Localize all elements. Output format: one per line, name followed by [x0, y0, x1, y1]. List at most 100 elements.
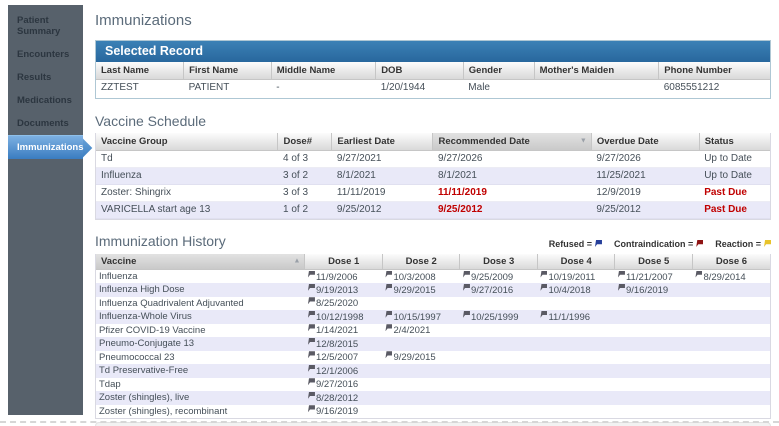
history-cell-dose-6: [692, 405, 770, 419]
history-cell-dose-2: 10/15/1997: [382, 310, 460, 324]
sidebar-item-medications[interactable]: Medications: [8, 89, 83, 112]
history-row-influenza-high-dose[interactable]: Influenza High Dose 9/19/2013 9/29/2015 9/2…: [96, 283, 770, 297]
dose-flag-icon: [307, 297, 315, 305]
history-row-influenza[interactable]: Influenza 11/9/2006 10/3/2008 9/25/2009 10/1…: [96, 270, 770, 284]
dose-flag-icon: [462, 270, 470, 278]
sidebar-item-results[interactable]: Results: [8, 66, 83, 89]
immunization-history-title: Immunization History: [95, 232, 226, 249]
history-cell-dose-3: [459, 337, 538, 351]
history-cell-vaccine: Influenza High Dose: [96, 283, 305, 297]
dose-date: 10/15/1997: [393, 311, 441, 323]
schedule-row-zoster-shingrix[interactable]: Zoster: Shingrix 3 of 3 11/11/2019 11/11/20…: [96, 184, 770, 202]
history-column-vaccine[interactable]: Vaccine ▲: [96, 253, 306, 270]
record-cell-gender: Male: [468, 82, 490, 94]
legend-label: Contraindication =: [613, 238, 694, 249]
history-cell-dose-6: [692, 297, 770, 311]
dose-flag-icon: [617, 283, 625, 291]
schedule-cell-dose: 4 of 3: [277, 150, 332, 168]
schedule-row-varicella-start-age-13[interactable]: VARICELLA start age 13 1 of 2 9/25/2012 9/2…: [96, 201, 770, 219]
sidebar-item-label: Immunizations: [17, 142, 84, 153]
schedule-cell-status: Past Due: [699, 184, 770, 202]
history-row-pfizer-covid-19-vaccine[interactable]: Pfizer COVID-19 Vaccine 1/14/2021 2/4/2021: [96, 324, 770, 338]
record-cell-mother-s-maiden: [534, 79, 659, 96]
history-column-dose-3[interactable]: Dose 3: [459, 253, 538, 270]
history-cell-dose-3: 10/25/1999: [459, 310, 538, 324]
sidebar-nav: Patient Summary Encounters Results Medicati…: [8, 5, 84, 415]
record-column-first-name[interactable]: First Name: [183, 62, 272, 80]
history-cell-vaccine: Pneumo-Conjugate 13: [96, 337, 305, 351]
history-cell-dose-5: [614, 310, 693, 324]
dose-flag-icon: [307, 310, 315, 318]
history-cell-dose-3: 9/25/2009: [460, 270, 538, 284]
sidebar-item-label: Documents: [17, 118, 69, 129]
record-column-dob[interactable]: DOB: [375, 62, 464, 80]
history-row-influenza-quadrivalent-adjuvanted[interactable]: Influenza Quadrivalent Adjuvanted 8/25/20…: [96, 297, 770, 311]
dose-date: 10/3/2008: [393, 271, 436, 283]
history-row-tdap[interactable]: Tdap 9/27/2016: [96, 378, 770, 392]
schedule-column-status[interactable]: Status: [698, 133, 770, 151]
history-row-pneumococcal-23[interactable]: Pneumococcal 23 12/5/2007 9/29/2015: [96, 351, 770, 365]
history-row-influenza-whole-virus[interactable]: Influenza-Whole Virus 10/12/1998 10/15/199…: [96, 310, 770, 324]
history-column-dose-5[interactable]: Dose 5: [614, 253, 693, 270]
schedule-column-earliest-date[interactable]: Earliest Date: [331, 133, 434, 151]
schedule-column-vaccine-group[interactable]: Vaccine Group: [96, 133, 279, 151]
history-cell-dose-3: [460, 324, 538, 338]
dose-flag-icon: [307, 351, 315, 359]
schedule-cell-dose: 1 of 2: [277, 201, 332, 219]
record-column-last-name[interactable]: Last Name: [96, 62, 185, 80]
schedule-column-overdue-date[interactable]: Overdue Date: [590, 133, 700, 151]
history-row-zoster-shingles-live[interactable]: Zoster (shingles), live 8/28/2012: [96, 391, 770, 405]
history-cell-dose-2: [382, 297, 460, 311]
main-content: Immunizations Selected Record Last Name F…: [95, 0, 771, 426]
record-cell-phone-number: 6085551212: [663, 82, 720, 94]
sidebar-item-documents[interactable]: Documents: [8, 112, 83, 135]
history-cell-dose-4: 10/19/2011: [537, 270, 615, 284]
history-cell-dose-2: 2/4/2021: [382, 324, 460, 338]
dose-flag-icon: [307, 405, 315, 413]
dose-flag-icon: [385, 310, 393, 318]
record-column-mother-s-maiden[interactable]: Mother's Maiden: [533, 62, 660, 80]
schedule-row-influenza[interactable]: Influenza 3 of 2 8/1/2021 8/1/2021 11/25/202…: [96, 167, 770, 185]
dose-flag-icon: [540, 283, 548, 291]
sidebar-item-patient-summary[interactable]: Patient Summary: [8, 9, 83, 43]
selected-record-header: Selected Record: [96, 41, 770, 62]
history-row-pneumo-conjugate-13[interactable]: Pneumo-Conjugate 13 12/8/2015: [96, 337, 770, 351]
dose-flag-icon: [307, 378, 315, 386]
sidebar-item-label: Medications: [17, 95, 72, 106]
schedule-cell-vaccine-group: VARICELLA start age 13: [96, 201, 278, 219]
dose-flag-icon: [385, 324, 393, 332]
dose-flag-icon: [462, 283, 470, 291]
dose-flag-icon: [385, 351, 393, 359]
dose-flag-icon: [695, 270, 703, 278]
record-column-gender[interactable]: Gender: [462, 62, 535, 80]
dose-date: 8/25/2020: [315, 298, 359, 310]
schedule-cell-recommended-date: 11/11/2019: [432, 184, 592, 202]
vaccine-schedule-title: Vaccine Schedule: [95, 113, 207, 129]
history-cell-dose-5: 9/16/2019: [614, 283, 693, 297]
history-cell-dose-4: [537, 405, 615, 419]
history-column-dose-4[interactable]: Dose 4: [536, 253, 616, 270]
history-row-zoster-shingles-recombinant[interactable]: Zoster (shingles), recombinant 9/16/2019: [96, 405, 770, 419]
dose-date: 9/27/2016: [315, 379, 359, 391]
history-cell-vaccine: Influenza-Whole Virus: [96, 310, 305, 324]
schedule-column-dose[interactable]: Dose#: [277, 133, 333, 151]
dose-date: 12/8/2015: [315, 338, 359, 350]
record-column-phone-number[interactable]: Phone Number: [658, 62, 770, 80]
history-row-td-preservative-free[interactable]: Td Preservative-Free 12/1/2006: [96, 364, 770, 378]
schedule-column-recommended-date[interactable]: Recommended Date ▼: [432, 133, 592, 151]
legend-item-reaction: Reaction =: [715, 239, 771, 249]
sidebar-item-immunizations[interactable]: Immunizations: [8, 135, 84, 159]
dose-date: 11/21/2007: [625, 271, 673, 283]
history-cell-dose-6: [692, 391, 770, 405]
bottom-dashed-border: [0, 421, 779, 423]
record-column-middle-name[interactable]: Middle Name: [270, 62, 377, 80]
page-title: Immunizations: [95, 12, 192, 29]
dose-date: 11/9/2006: [315, 271, 358, 283]
sidebar-item-encounters[interactable]: Encounters: [8, 43, 83, 66]
history-column-dose-6[interactable]: Dose 6: [691, 253, 770, 270]
history-column-dose-1[interactable]: Dose 1: [304, 253, 383, 270]
schedule-row-td[interactable]: Td 4 of 3 9/27/2021 9/27/2026 9/27/2026 Up to…: [96, 150, 770, 168]
history-cell-dose-6: [692, 310, 770, 324]
history-column-dose-2[interactable]: Dose 2: [381, 253, 461, 270]
history-cell-dose-4: [537, 297, 615, 311]
